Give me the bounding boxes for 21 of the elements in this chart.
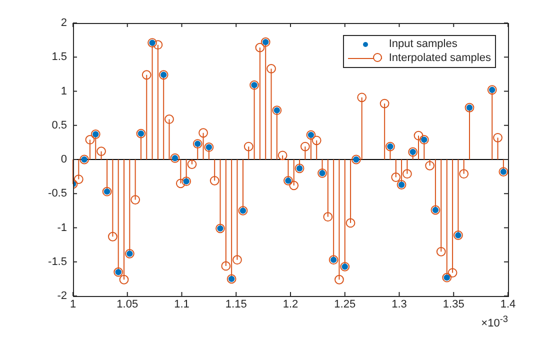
y-tick-label: 2 [60,17,67,30]
x-tick-label: 1.35 [442,298,464,311]
x-tick-label: 1 [70,298,76,311]
x-tick-label: 1.3 [392,298,407,311]
legend-label: Interpolated samples [388,51,491,65]
y-tick-label: -0.5 [48,188,67,200]
y-tick-label: -1.5 [48,256,67,268]
legend-label: Input samples [388,37,458,51]
x-tick-label: 1.15 [225,298,247,311]
x-tick-label: 1.2 [282,298,298,311]
x-tick-label: 1.25 [334,298,356,311]
y-tick-label: -1 [57,222,67,234]
y-tick-label: 1.5 [52,51,67,64]
y-tick-label: 1 [60,85,67,98]
x-tick-label: 1.4 [500,298,516,311]
y-tick-label: 0.5 [52,119,67,132]
text: ×10$^{-3}$ [481,314,508,330]
y-tick-label: -2 [57,290,67,302]
x-tick-label: 1.1 [174,298,190,311]
x-tick-label: 1.05 [116,298,138,311]
y-tick-label: 0 [60,154,67,166]
